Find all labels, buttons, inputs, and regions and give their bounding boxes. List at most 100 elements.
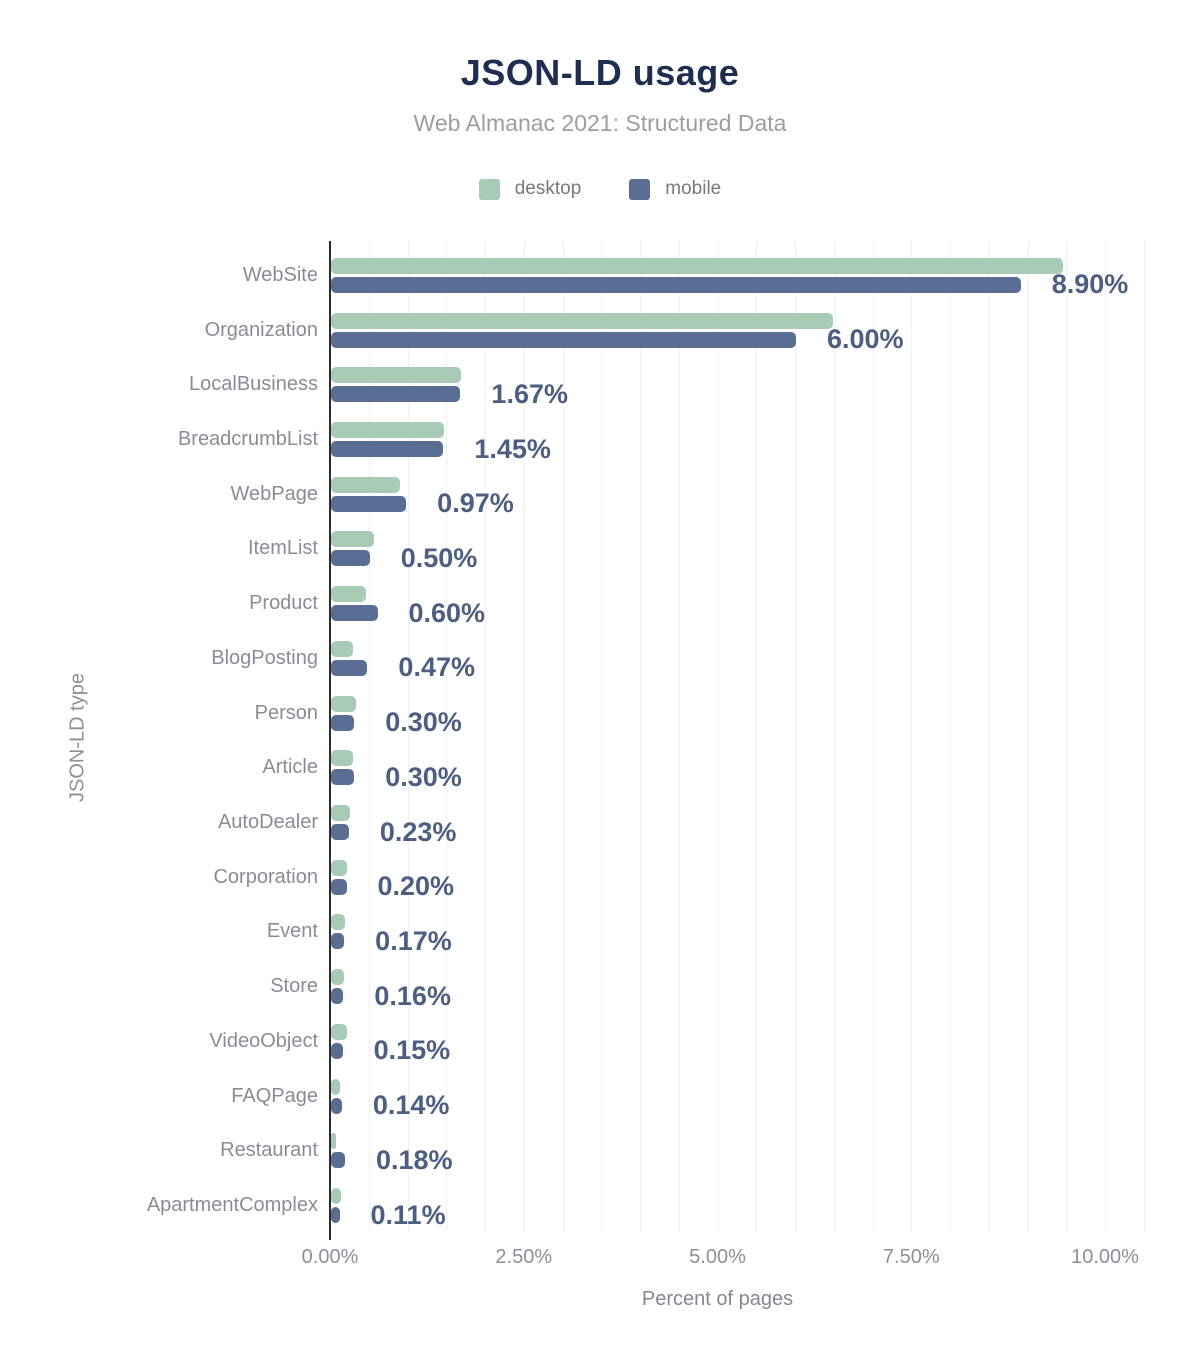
category-label: Organization — [204, 318, 318, 341]
category-label: BreadcrumbList — [177, 428, 318, 451]
mobile-bar[interactable] — [331, 988, 344, 1005]
desktop-bar[interactable] — [331, 367, 462, 384]
gridline — [523, 241, 525, 1233]
category-row: FAQPage 0.14% — [0, 1069, 1200, 1124]
x-axis-tick-label: 7.50% — [882, 1246, 940, 1268]
legend-item-desktop[interactable]: desktop — [478, 178, 582, 200]
desktop-bar[interactable] — [331, 257, 1064, 274]
y-axis-title: JSON-LD type — [66, 673, 89, 802]
value-label: 0.30% — [385, 761, 462, 792]
category-label: Corporation — [213, 865, 318, 888]
gridline — [1143, 241, 1145, 1233]
gridline — [717, 241, 719, 1233]
value-label: 0.50% — [400, 542, 478, 573]
category-label: ApartmentComplex — [146, 1194, 318, 1217]
category-row: ApartmentComplex 0.11% — [0, 1178, 1200, 1233]
category-label: WebPage — [230, 482, 318, 505]
category-label: BlogPosting — [211, 646, 318, 669]
desktop-bar[interactable] — [331, 1078, 341, 1095]
category-row: Event 0.17% — [0, 905, 1200, 960]
category-label: WebSite — [242, 263, 318, 286]
value-label: 0.14% — [372, 1090, 450, 1121]
gridline — [562, 241, 564, 1233]
mobile-bar[interactable] — [331, 550, 370, 567]
x-axis-tick-label: 0.00% — [301, 1246, 359, 1268]
category-row: Person 0.30% — [0, 686, 1200, 741]
category-row: BreadcrumbList 1.45% — [0, 412, 1200, 467]
mobile-bar[interactable] — [331, 386, 461, 403]
category-row: ItemList 0.50% — [0, 522, 1200, 577]
desktop-bar[interactable] — [331, 1188, 342, 1205]
desktop-bar[interactable] — [331, 1133, 336, 1150]
desktop-bar[interactable] — [331, 531, 374, 548]
value-label: 0.23% — [379, 816, 457, 847]
y-axis-line — [328, 241, 331, 1240]
desktop-bar[interactable] — [331, 695, 356, 712]
mobile-bar[interactable] — [331, 441, 444, 458]
desktop-bar[interactable] — [331, 914, 345, 931]
legend-label: mobile — [665, 178, 722, 199]
category-label: Event — [266, 920, 318, 943]
mobile-bar[interactable] — [331, 824, 349, 841]
desktop-bar[interactable] — [331, 640, 353, 657]
category-row: Restaurant 0.18% — [0, 1124, 1200, 1179]
mobile-bar[interactable] — [331, 769, 355, 786]
desktop-bar[interactable] — [331, 859, 347, 876]
desktop-bar[interactable] — [331, 805, 351, 822]
value-label: 0.11% — [370, 1199, 446, 1230]
mobile-bar[interactable] — [331, 933, 345, 950]
gridline — [756, 241, 758, 1233]
category-row: VideoObject 0.15% — [0, 1014, 1200, 1069]
category-row: AutoDealer 0.23% — [0, 795, 1200, 850]
x-axis-title: Percent of pages — [641, 1288, 794, 1310]
desktop-bar[interactable] — [331, 969, 345, 986]
gridline — [485, 241, 486, 1233]
desktop-bar[interactable] — [331, 312, 834, 329]
mobile-bar[interactable] — [331, 1042, 343, 1059]
desktop-bar[interactable] — [331, 422, 445, 439]
value-label: 0.97% — [437, 488, 514, 519]
gridline — [872, 241, 874, 1233]
mobile-bar[interactable] — [331, 495, 407, 512]
desktop-bar[interactable] — [331, 586, 366, 603]
category-label: Product — [249, 592, 318, 615]
mobile-bar[interactable] — [331, 605, 378, 622]
category-row: Organization 6.00% — [0, 303, 1200, 358]
category-label: Article — [262, 756, 318, 779]
gridline — [833, 241, 835, 1233]
value-label: 0.60% — [408, 597, 486, 628]
mobile-bar[interactable] — [331, 878, 347, 895]
x-axis-tick-label: 5.00% — [689, 1246, 746, 1268]
gridline — [368, 241, 370, 1233]
category-row: LocalBusiness 1.67% — [0, 357, 1200, 412]
value-label: 6.00% — [827, 324, 904, 355]
mobile-bar[interactable] — [331, 276, 1021, 293]
gridline — [911, 241, 913, 1233]
desktop-bar[interactable] — [331, 1023, 347, 1040]
mobile-bar[interactable] — [331, 1097, 342, 1114]
category-label: Restaurant — [220, 1139, 318, 1162]
gridline — [601, 241, 603, 1233]
desktop-bar[interactable] — [331, 476, 400, 493]
gridline — [640, 241, 641, 1233]
mobile-bar[interactable] — [331, 1152, 345, 1169]
desktop-swatch-icon — [478, 178, 500, 200]
gridline — [1027, 241, 1029, 1233]
mobile-bar[interactable] — [331, 331, 796, 348]
category-label: ItemList — [247, 537, 318, 560]
category-label: AutoDealer — [217, 811, 318, 834]
x-axis-tick-label: 2.50% — [495, 1246, 553, 1268]
value-label: 0.15% — [373, 1035, 451, 1066]
x-axis-tick-label: 10.00% — [1071, 1246, 1139, 1268]
mobile-bar[interactable] — [331, 714, 355, 731]
category-label: FAQPage — [231, 1084, 318, 1107]
desktop-bar[interactable] — [331, 750, 354, 767]
value-label: 8.90% — [1051, 269, 1129, 300]
mobile-bar[interactable] — [331, 1207, 340, 1224]
legend-item-mobile[interactable]: mobile — [629, 178, 721, 200]
category-label: Person — [254, 701, 318, 724]
mobile-bar[interactable] — [331, 659, 368, 676]
value-label: 1.67% — [491, 378, 568, 409]
legend-label: desktop — [514, 178, 582, 199]
chart-subtitle: Web Almanac 2021: Structured Data — [413, 110, 787, 136]
